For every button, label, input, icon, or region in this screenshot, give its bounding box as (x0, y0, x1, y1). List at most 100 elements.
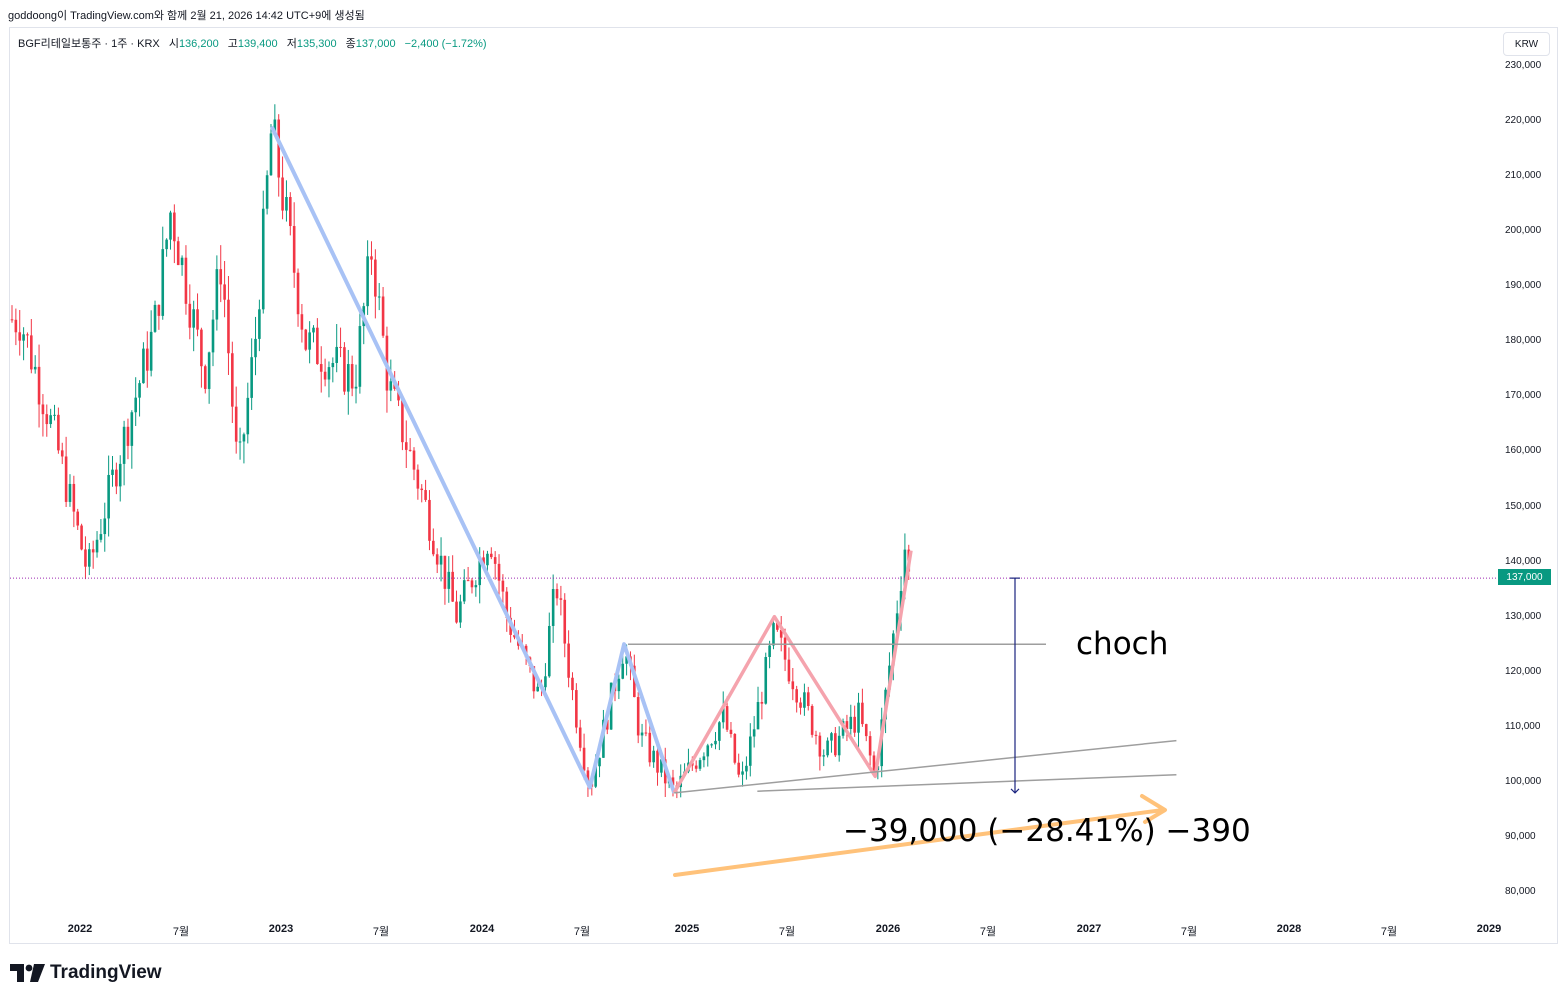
open-value: 136,200 (178, 38, 219, 50)
candle-body (718, 722, 721, 741)
candle-body (455, 601, 458, 623)
time-tick-label: 2026 (875, 923, 901, 935)
candle-body (621, 663, 625, 679)
candle-body (648, 732, 652, 763)
symbol-name[interactable]: BGF리테일보통주 · 1주 · KRX (18, 38, 160, 50)
candle-body (64, 456, 68, 502)
candle-body (826, 740, 829, 756)
candle-body (776, 622, 779, 630)
candle-body (254, 338, 257, 358)
candle-body (331, 362, 335, 368)
candle-body (513, 634, 516, 638)
candle-body (818, 735, 822, 757)
candle-body (277, 119, 281, 178)
last-price-tag: 137,000 (1498, 569, 1551, 585)
low-value: 135,300 (296, 38, 337, 50)
candle-body (706, 745, 710, 757)
candle-body (173, 212, 176, 242)
low-label: 저 (286, 38, 297, 50)
candle-body (447, 571, 451, 589)
time-tick-label: 7월 (172, 926, 190, 938)
candle-body (702, 756, 706, 761)
candle-body (118, 463, 122, 487)
candle-body (296, 272, 300, 315)
candle-body (586, 770, 590, 784)
candle-body (289, 197, 292, 227)
candle-body (26, 334, 29, 336)
candle-body (868, 736, 872, 756)
support-line (757, 773, 1177, 792)
candle-body (671, 777, 675, 786)
measure-annotation[interactable]: −39,000 (−28.41%) −390 (843, 813, 1251, 849)
candle-body (169, 212, 172, 240)
candle-body (370, 256, 373, 260)
candle-body (145, 348, 149, 371)
candle-body (822, 755, 826, 757)
candle-body (14, 319, 18, 333)
candle-body (304, 329, 308, 350)
candle-body (308, 332, 311, 350)
candle-body (795, 689, 798, 703)
candle-body (366, 256, 369, 307)
price-tick-label: 190,000 (1505, 280, 1542, 292)
candle-body (640, 732, 644, 736)
tradingview-logo[interactable]: TradingView (10, 962, 162, 984)
symbol-legend[interactable]: BGF리테일보통주 · 1주 · KRX 시136,200 고139,400 저… (18, 35, 487, 51)
candle-body (710, 744, 713, 746)
candle-body (892, 633, 895, 666)
candle-body (227, 299, 230, 354)
candle-body (242, 434, 246, 442)
candle-body (215, 269, 219, 320)
pattern-line (672, 550, 913, 794)
candle-body (99, 534, 103, 540)
price-tick-label: 200,000 (1505, 225, 1542, 237)
candle-body (250, 357, 253, 398)
candle-body (853, 716, 856, 733)
candle-body (459, 601, 462, 623)
candle-body (107, 474, 110, 519)
time-tick-label: 7월 (573, 926, 591, 938)
candle-body (486, 553, 489, 566)
candle-body (899, 590, 903, 614)
time-tick-label: 7월 (1180, 926, 1198, 938)
candle-body (551, 589, 555, 626)
candle-body (258, 309, 261, 339)
candle-body (339, 346, 342, 348)
candle-body (180, 257, 184, 266)
candle-body (165, 239, 168, 250)
candle-body (343, 347, 346, 392)
candle-body (725, 706, 729, 730)
candle-body (103, 518, 107, 535)
time-tick-label: 2028 (1276, 923, 1302, 935)
candle-body (80, 525, 83, 550)
high-label: 고 (227, 38, 238, 50)
candle-body (571, 677, 574, 691)
candle-body (636, 697, 640, 736)
candle-body (756, 702, 760, 730)
price-tick-label: 80,000 (1505, 886, 1536, 897)
candles-group (10, 104, 911, 799)
currency-button[interactable]: KRW (1503, 32, 1550, 56)
candle-body (505, 591, 509, 618)
chart-caption: goddoong이 TradingView.com와 함께 2월 21, 202… (8, 10, 365, 22)
candle-body (741, 771, 744, 775)
candle-body (559, 598, 563, 600)
candle-body (91, 549, 95, 553)
candle-body (130, 412, 134, 446)
candle-body (625, 656, 628, 664)
candle-body (401, 400, 404, 443)
price-tick-label: 120,000 (1505, 665, 1542, 677)
time-tick-label: 2029 (1476, 923, 1502, 935)
time-tick-label: 2023 (268, 923, 294, 935)
time-tick-label: 7월 (1380, 926, 1398, 938)
choch-annotation[interactable]: choch (1076, 626, 1169, 662)
candle-body (737, 762, 740, 775)
candle-body (443, 555, 447, 589)
candle-body (312, 327, 315, 333)
candle-body (176, 241, 180, 266)
candle-body (745, 765, 748, 772)
support-line (674, 739, 1177, 794)
candle-body (861, 702, 864, 725)
candle-body (764, 657, 768, 704)
